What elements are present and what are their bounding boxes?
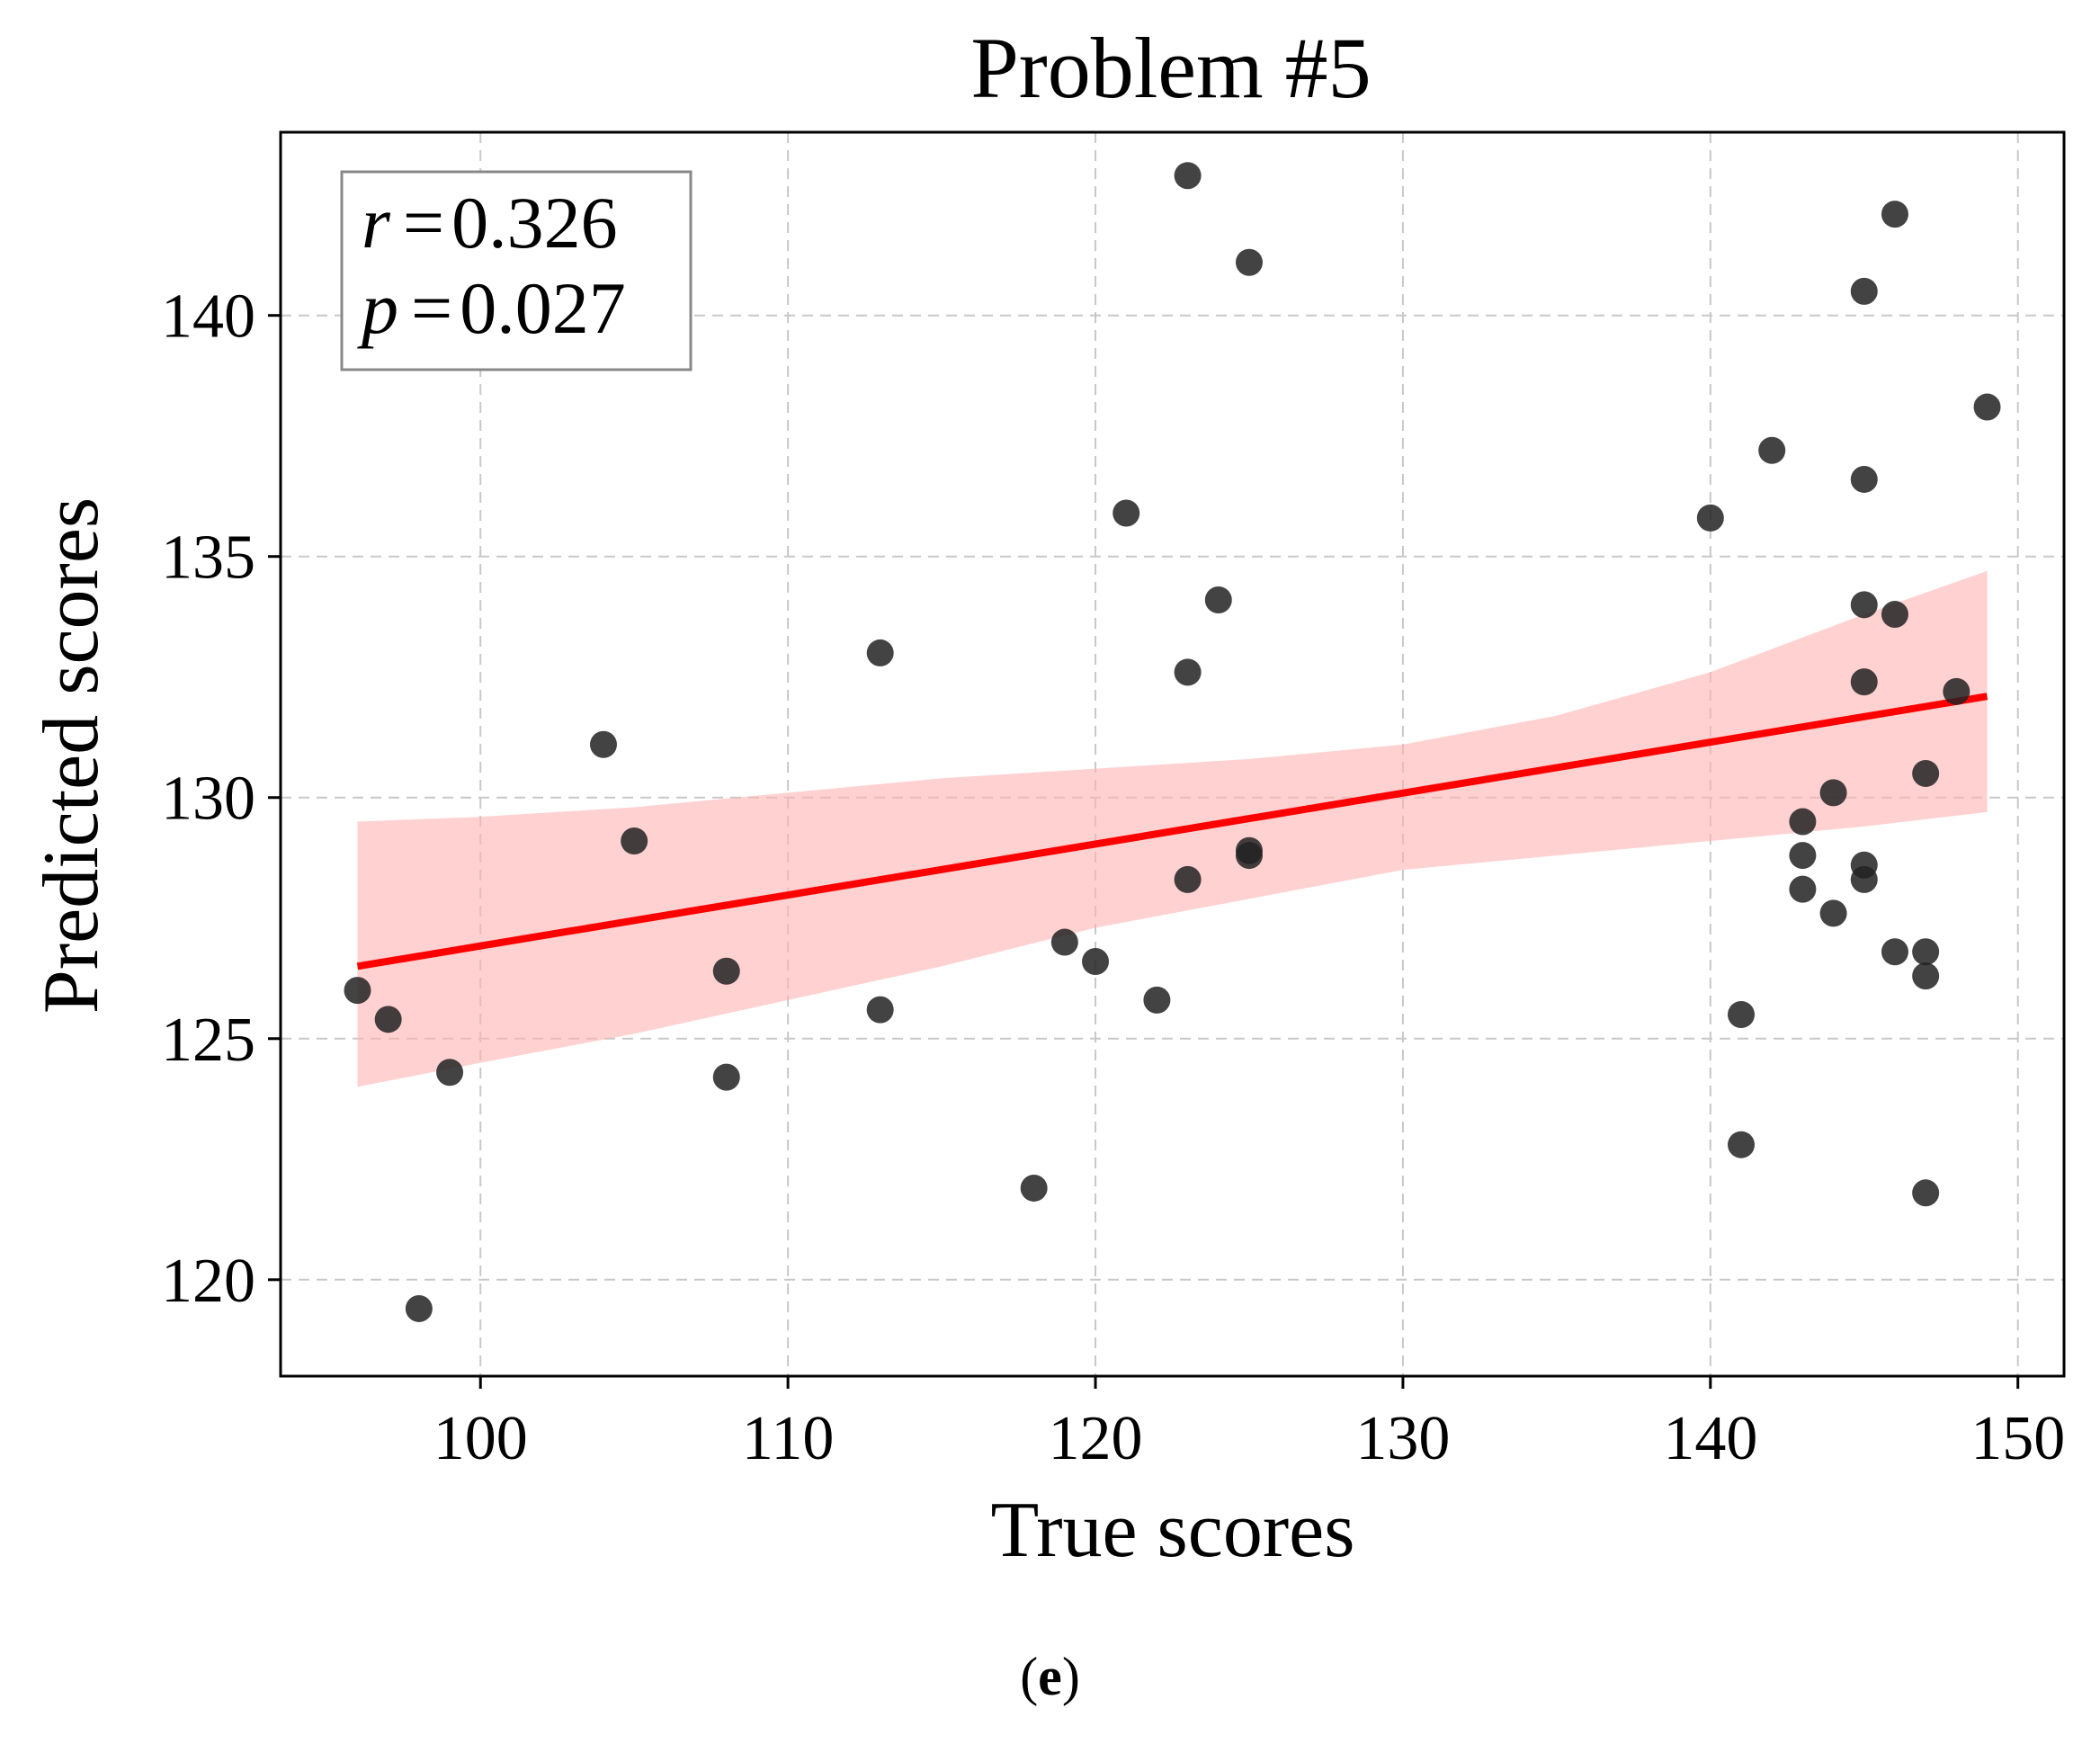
data-point xyxy=(1912,1179,1940,1207)
data-point xyxy=(1850,277,1878,305)
data-point xyxy=(1912,962,1940,990)
stats-annotation: r =0.326 p =0.027 xyxy=(340,170,693,371)
data-points xyxy=(344,162,2001,1322)
y-axis-label: Predicted scores xyxy=(28,497,115,1014)
data-point xyxy=(712,957,740,985)
chart-title: Problem #5 xyxy=(970,20,1371,116)
data-point xyxy=(1819,899,1847,927)
r-value: 0.326 xyxy=(451,182,618,264)
data-point xyxy=(1789,875,1817,903)
data-point xyxy=(1912,938,1940,966)
data-point xyxy=(1696,504,1724,532)
data-point xyxy=(866,996,894,1024)
y-tick-label: 130 xyxy=(161,765,255,834)
data-point xyxy=(1943,677,1970,705)
data-point xyxy=(1850,591,1878,619)
data-point xyxy=(1020,1174,1048,1202)
data-point xyxy=(1174,865,1202,893)
data-point xyxy=(1082,948,1110,975)
data-point xyxy=(1143,986,1171,1014)
figure-caption: (e) xyxy=(0,1646,2100,1708)
y-axis-ticks: 120 125 130 135 140 xyxy=(161,282,281,1316)
data-point xyxy=(1204,586,1232,613)
y-tick-label: 135 xyxy=(161,523,255,593)
data-point xyxy=(436,1059,464,1087)
x-tick-label: 110 xyxy=(742,1404,834,1473)
x-tick-label: 120 xyxy=(1049,1404,1143,1473)
x-tick-label: 150 xyxy=(1970,1404,2065,1473)
p-equals: = xyxy=(411,267,452,349)
y-tick-label: 125 xyxy=(161,1006,255,1075)
caption-close: ) xyxy=(1061,1647,1080,1706)
r-label: r xyxy=(362,182,391,264)
p-label: p xyxy=(357,267,398,349)
x-tick-label: 130 xyxy=(1355,1404,1450,1473)
data-point xyxy=(712,1063,740,1091)
y-tick-label: 140 xyxy=(161,282,255,352)
data-point xyxy=(1850,465,1878,493)
data-point xyxy=(1881,201,1908,228)
data-point xyxy=(1728,1131,1756,1158)
data-point xyxy=(1174,162,1202,190)
p-value: 0.027 xyxy=(460,267,626,349)
data-point xyxy=(1235,248,1263,276)
data-point xyxy=(1235,842,1263,870)
plot-frame xyxy=(279,130,2066,1378)
data-point xyxy=(589,730,617,758)
data-point xyxy=(1819,779,1847,807)
r-stat: r =0.326 xyxy=(362,182,618,264)
data-point xyxy=(1881,601,1908,629)
data-point xyxy=(1850,865,1878,893)
y-tick-label: 120 xyxy=(161,1247,255,1316)
scatter-chart: Problem #5 100 110 120 130 140 150 1201251301… xyxy=(28,20,2066,1574)
data-point xyxy=(405,1294,433,1322)
stats-box xyxy=(340,170,693,371)
data-point xyxy=(621,827,648,854)
x-tick-label: 140 xyxy=(1663,1404,1757,1473)
x-tick-label: 100 xyxy=(433,1404,528,1473)
x-axis-ticks: 100 110 120 130 140 150 xyxy=(433,1376,2065,1473)
r-equals: = xyxy=(403,182,444,264)
data-point xyxy=(374,1006,402,1033)
p-stat: p =0.027 xyxy=(357,267,626,349)
caption-letter: e xyxy=(1038,1647,1062,1706)
data-point xyxy=(866,639,894,666)
data-point xyxy=(1973,393,2001,421)
data-point xyxy=(1789,842,1817,870)
data-point xyxy=(1113,499,1140,527)
data-point xyxy=(1050,928,1078,956)
data-point xyxy=(1850,668,1878,696)
x-axis-label: True scores xyxy=(991,1487,1355,1574)
data-point xyxy=(1912,759,1940,787)
data-point xyxy=(1728,1000,1756,1028)
data-point xyxy=(1881,938,1908,966)
data-point xyxy=(1174,658,1202,686)
caption-open: ( xyxy=(1020,1647,1039,1706)
regression-line xyxy=(356,693,1988,970)
data-point xyxy=(344,977,371,1005)
data-point xyxy=(1758,436,1786,464)
data-point xyxy=(1789,808,1817,836)
